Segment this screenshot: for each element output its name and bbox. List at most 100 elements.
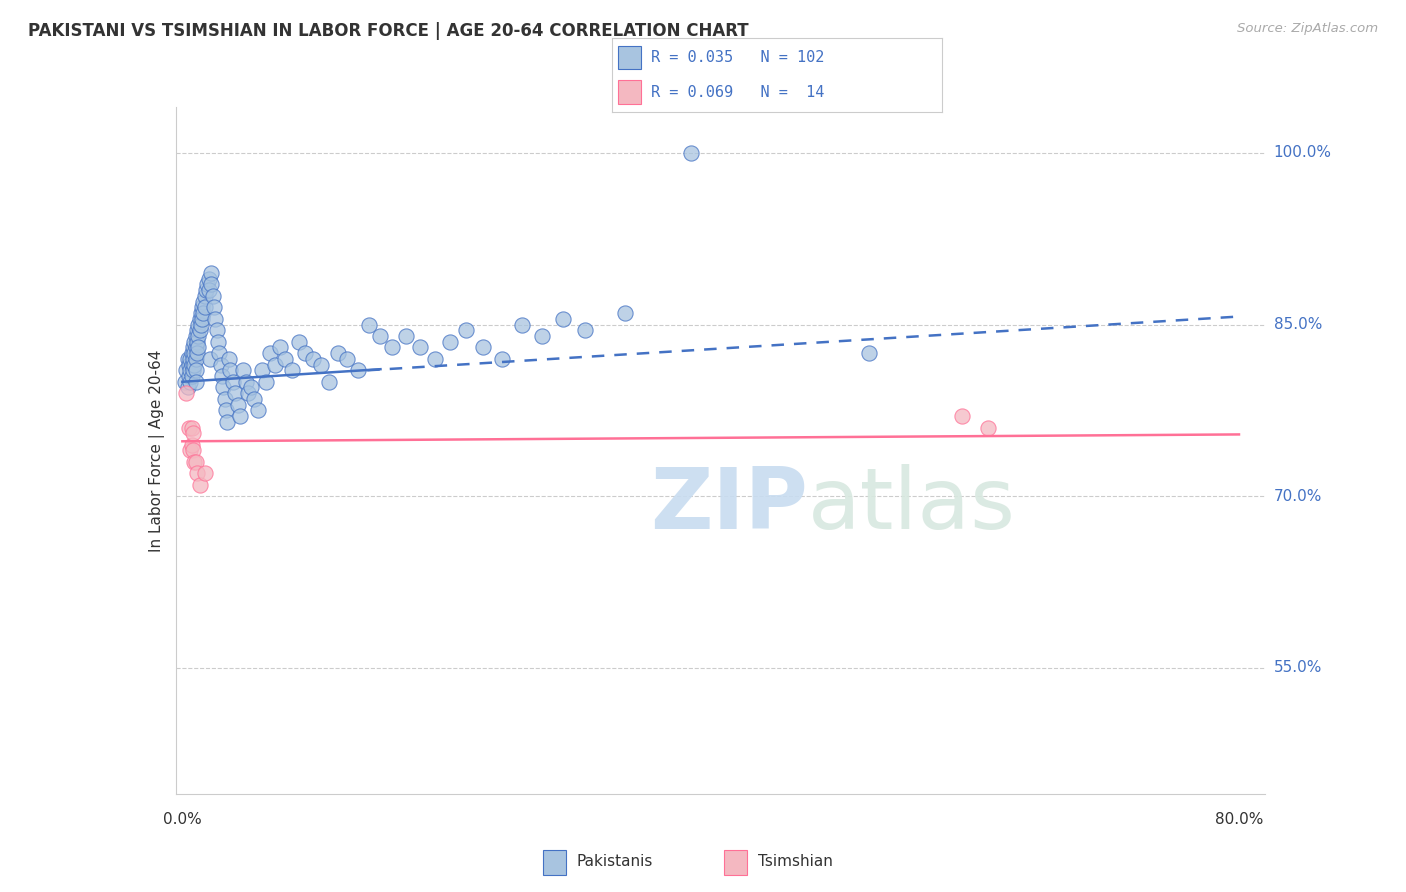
Point <box>183 358 205 372</box>
Point <box>287 334 309 349</box>
Point <box>208 346 231 360</box>
Point <box>250 363 273 377</box>
Point <box>194 467 217 481</box>
Point <box>219 363 242 377</box>
Point <box>510 318 533 332</box>
FancyBboxPatch shape <box>724 850 748 874</box>
Point <box>197 271 219 285</box>
Point <box>198 351 221 366</box>
Point <box>187 340 209 354</box>
Point <box>235 375 257 389</box>
Point <box>194 289 217 303</box>
Point <box>176 351 198 366</box>
FancyBboxPatch shape <box>543 850 565 874</box>
Text: 100.0%: 100.0% <box>1274 145 1331 161</box>
Point <box>381 340 404 354</box>
Point <box>180 369 202 384</box>
Point <box>217 415 239 429</box>
Point <box>221 375 243 389</box>
Text: R = 0.035   N = 102: R = 0.035 N = 102 <box>651 50 825 65</box>
Point <box>177 420 200 434</box>
Point <box>218 351 240 366</box>
Point <box>409 340 432 354</box>
Point <box>179 375 201 389</box>
Point <box>858 346 880 360</box>
Text: Tsimshian: Tsimshian <box>758 855 832 869</box>
Point <box>347 363 370 377</box>
Text: atlas: atlas <box>807 464 1015 547</box>
Point <box>212 380 235 394</box>
Point <box>184 351 207 366</box>
Point <box>309 358 332 372</box>
Point <box>281 363 304 377</box>
Point <box>177 369 200 384</box>
Point <box>226 398 249 412</box>
Text: 55.0%: 55.0% <box>1274 660 1322 675</box>
Point <box>176 386 198 401</box>
Text: Pakistanis: Pakistanis <box>576 855 652 869</box>
Point <box>184 329 207 343</box>
Point <box>183 334 205 349</box>
Text: 0.0%: 0.0% <box>163 813 201 827</box>
Text: R = 0.069   N =  14: R = 0.069 N = 14 <box>651 85 825 100</box>
Point <box>180 420 202 434</box>
Point <box>977 420 1000 434</box>
Point <box>187 329 209 343</box>
Point <box>274 351 297 366</box>
Point <box>186 346 208 360</box>
Point <box>181 426 204 441</box>
Point <box>238 386 260 401</box>
Point <box>180 438 202 452</box>
Point <box>188 323 211 337</box>
Point <box>190 318 212 332</box>
Point <box>179 363 201 377</box>
Point <box>194 301 217 315</box>
Point <box>205 323 228 337</box>
Point <box>200 277 222 292</box>
Point <box>181 363 204 377</box>
Point <box>242 392 264 406</box>
Point <box>200 266 222 280</box>
Point <box>950 409 973 424</box>
Point <box>423 351 446 366</box>
Point <box>186 334 208 349</box>
Point <box>191 301 214 315</box>
Point <box>174 375 197 389</box>
Point <box>195 283 218 297</box>
Point <box>472 340 495 354</box>
Point <box>370 329 392 343</box>
Point <box>215 403 238 417</box>
Point <box>357 318 380 332</box>
FancyBboxPatch shape <box>619 45 641 70</box>
Point <box>207 334 229 349</box>
Point <box>209 358 232 372</box>
Point <box>224 386 246 401</box>
Point <box>177 358 200 372</box>
Text: ZIP: ZIP <box>650 464 807 547</box>
Point <box>318 375 340 389</box>
Point <box>176 363 198 377</box>
Point <box>229 409 252 424</box>
Point <box>183 455 205 469</box>
Point <box>197 277 219 292</box>
Point <box>186 467 208 481</box>
Point <box>186 323 208 337</box>
Point <box>240 380 263 394</box>
Point <box>184 375 207 389</box>
Point <box>180 358 202 372</box>
Point <box>246 403 269 417</box>
Y-axis label: In Labor Force | Age 20-64: In Labor Force | Age 20-64 <box>149 350 165 551</box>
Point <box>328 346 350 360</box>
Point <box>188 478 211 492</box>
Point <box>184 340 207 354</box>
Point <box>184 363 207 377</box>
Point <box>613 306 636 320</box>
Text: 85.0%: 85.0% <box>1274 317 1322 332</box>
Point <box>439 334 461 349</box>
Point <box>456 323 478 337</box>
Point <box>394 329 416 343</box>
Point <box>269 340 291 354</box>
Point <box>574 323 596 337</box>
Point <box>181 443 204 458</box>
Text: Source: ZipAtlas.com: Source: ZipAtlas.com <box>1237 22 1378 36</box>
